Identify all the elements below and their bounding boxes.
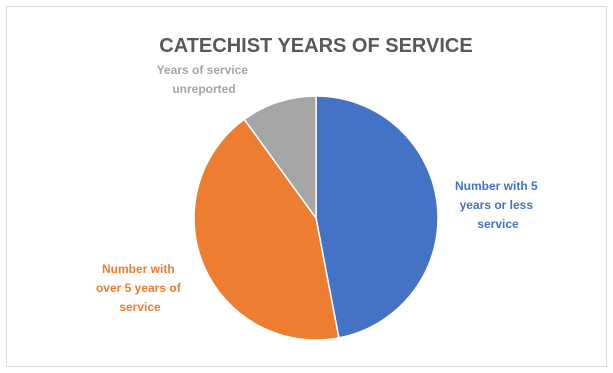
slice-label-line: service — [477, 217, 519, 231]
slice-label-line: years or less — [460, 198, 534, 212]
pie-slice-over-5-years — [193, 118, 340, 341]
slice-label-line: over 5 years of — [96, 281, 182, 295]
slice-label-unreported: Years of service unreported — [157, 63, 252, 96]
pie-slices — [193, 95, 439, 341]
slice-labels: Number with 5 years or less service Numb… — [96, 63, 541, 314]
slice-label-line: Years of service — [157, 63, 249, 77]
chart-title: CATECHIST YEARS OF SERVICE — [159, 35, 472, 57]
slice-label-over-5-years: Number with over 5 years of service — [96, 262, 184, 314]
slice-label-line: Number with 5 — [455, 179, 538, 193]
pie-slice-5-years-or-less — [315, 95, 439, 339]
slice-label-line: service — [119, 300, 161, 314]
pie-slice-unreported — [243, 95, 317, 221]
slice-label-line: unreported — [172, 82, 235, 96]
slice-label-5-years-or-less: Number with 5 years or less service — [455, 179, 541, 231]
slice-label-line: Number with — [102, 262, 175, 276]
